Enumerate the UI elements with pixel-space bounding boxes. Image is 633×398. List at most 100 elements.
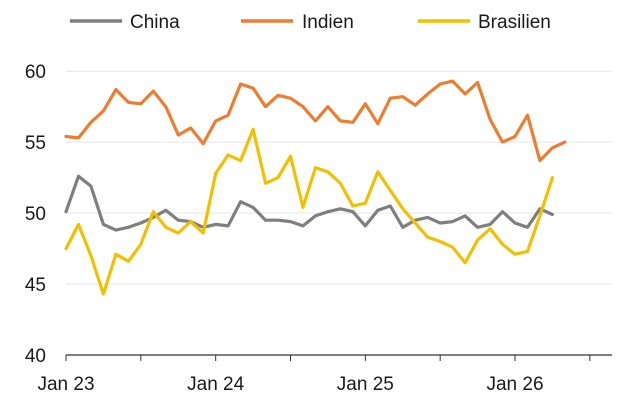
- grid: [66, 70, 612, 285]
- data-point: [164, 209, 167, 212]
- data-point: [501, 210, 504, 213]
- data-point: [202, 231, 205, 234]
- series-lines: [64, 79, 567, 296]
- data-point: [239, 200, 242, 203]
- data-point: [264, 105, 267, 108]
- data-point: [351, 210, 354, 213]
- data-point: [276, 219, 279, 222]
- data-point: [339, 207, 342, 210]
- data-point: [376, 122, 379, 125]
- data-point: [389, 97, 392, 100]
- data-point: [501, 243, 504, 246]
- data-point: [164, 105, 167, 108]
- data-point: [414, 104, 417, 107]
- data-point: [139, 102, 142, 105]
- data-point: [202, 142, 205, 145]
- data-point: [77, 223, 80, 226]
- data-point: [476, 226, 479, 229]
- data-point: [89, 254, 92, 257]
- data-point: [489, 118, 492, 121]
- data-point: [538, 214, 541, 217]
- data-point: [401, 95, 404, 98]
- data-point: [189, 220, 192, 223]
- x-tick-label: Jan 26: [486, 374, 543, 395]
- data-point: [289, 155, 292, 158]
- data-point: [526, 226, 529, 229]
- data-point: [364, 202, 367, 205]
- data-point: [426, 92, 429, 95]
- data-point: [401, 207, 404, 210]
- data-point: [451, 246, 454, 249]
- y-tick-label: 45: [25, 275, 46, 296]
- legend-label: Indien: [302, 12, 354, 33]
- data-point: [426, 236, 429, 239]
- data-point: [551, 176, 554, 179]
- data-point: [551, 213, 554, 216]
- data-point: [127, 226, 130, 229]
- data-point: [227, 224, 230, 227]
- y-tick-label: 40: [25, 346, 46, 367]
- data-point: [538, 159, 541, 162]
- data-point: [89, 185, 92, 188]
- series-line-indien: [64, 79, 567, 163]
- data-point: [77, 136, 80, 139]
- data-point: [451, 80, 454, 83]
- data-point: [127, 101, 130, 104]
- legend-item-indien: Indien: [241, 12, 354, 33]
- data-point: [464, 92, 467, 95]
- data-point: [314, 119, 317, 122]
- data-point: [189, 126, 192, 129]
- y-tick-label: 60: [25, 62, 46, 83]
- data-point: [177, 133, 180, 136]
- data-point: [139, 221, 142, 224]
- x-tick-label: Jan 23: [37, 374, 94, 395]
- series-china: [64, 174, 555, 232]
- data-point: [127, 260, 130, 263]
- series-brasilien: [64, 127, 555, 296]
- data-point: [526, 114, 529, 117]
- data-point: [289, 220, 292, 223]
- data-point: [102, 223, 105, 226]
- data-point: [64, 210, 67, 213]
- data-point: [339, 182, 342, 185]
- data-point: [102, 109, 105, 112]
- data-point: [513, 135, 516, 138]
- data-point: [152, 90, 155, 93]
- data-point: [177, 219, 180, 222]
- data-point: [252, 206, 255, 209]
- data-point: [102, 292, 105, 295]
- data-point: [214, 223, 217, 226]
- data-point: [276, 94, 279, 97]
- data-point: [489, 227, 492, 230]
- data-point: [401, 226, 404, 229]
- data-point: [326, 170, 329, 173]
- data-point: [476, 239, 479, 242]
- data-point: [89, 121, 92, 124]
- data-point: [513, 253, 516, 256]
- legend-label: Brasilien: [478, 12, 551, 33]
- axes: 40 45 50 55 60 Jan 23 Jan 24 Jan 25 Jan 26: [25, 62, 612, 395]
- data-point: [389, 189, 392, 192]
- data-point: [252, 87, 255, 90]
- data-point: [314, 166, 317, 169]
- data-point: [152, 210, 155, 213]
- series-line-china: [64, 174, 555, 232]
- data-point: [513, 221, 516, 224]
- y-tick-label: 50: [25, 204, 46, 225]
- data-point: [77, 175, 80, 178]
- data-point: [389, 204, 392, 207]
- data-point: [339, 119, 342, 122]
- legend-label: China: [130, 12, 180, 33]
- data-point: [239, 159, 242, 162]
- data-point: [439, 221, 442, 224]
- data-point: [114, 88, 117, 91]
- data-point: [563, 141, 566, 144]
- data-point: [164, 226, 167, 229]
- data-point: [501, 141, 504, 144]
- data-point: [301, 206, 304, 209]
- data-point: [439, 82, 442, 85]
- data-point: [64, 135, 67, 138]
- data-point: [464, 261, 467, 264]
- x-tick-label: Jan 24: [187, 374, 244, 395]
